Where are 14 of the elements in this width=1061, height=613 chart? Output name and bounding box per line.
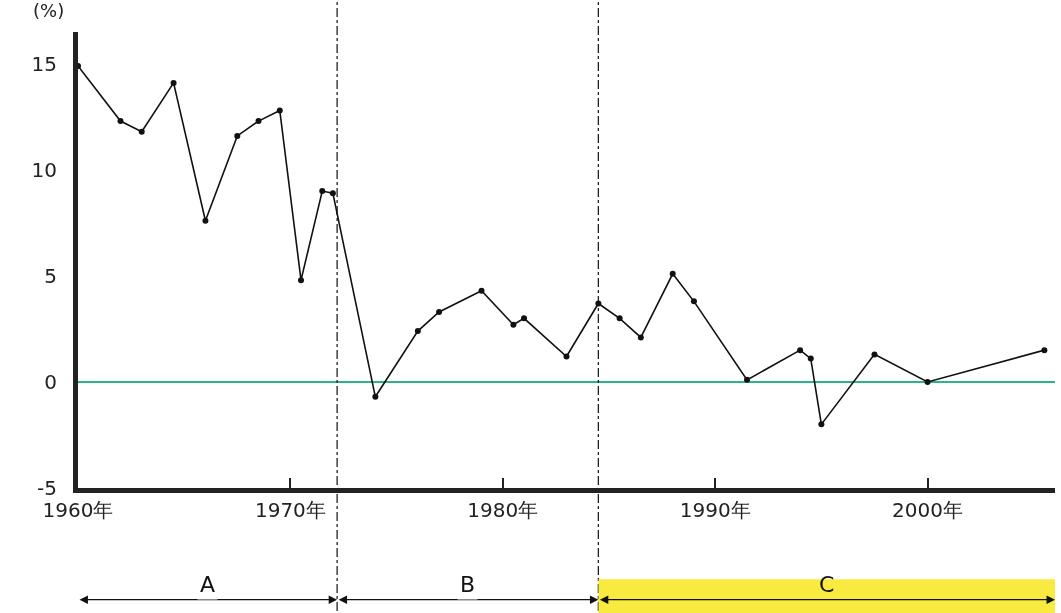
y-tick-label: -5 <box>37 476 57 500</box>
x-tick-label: 2000年 <box>892 498 964 522</box>
text: C <box>819 572 835 597</box>
y-tick-label: 5 <box>44 263 57 288</box>
x-tick-label: 1990年 <box>679 498 751 522</box>
text: A <box>200 572 216 597</box>
y-tick-label: 10 <box>31 157 57 182</box>
y-tick-label: 15 <box>31 51 57 76</box>
x-tick-label: 1980年 <box>467 498 539 522</box>
x-tick-label: 1960年 <box>42 498 114 522</box>
text: B <box>460 572 476 597</box>
y-axis-title: (%) <box>33 0 65 21</box>
y-tick-label: 0 <box>44 369 57 394</box>
x-tick-label: 1970年 <box>254 498 326 522</box>
